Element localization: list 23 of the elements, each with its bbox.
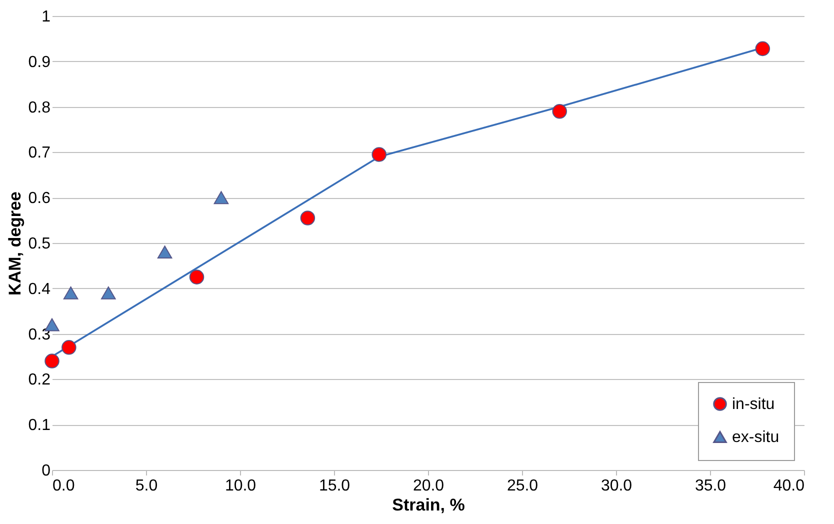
- x-tick-label: 40.0: [773, 478, 805, 494]
- y-axis-title: KAM, degree: [5, 192, 24, 296]
- legend-label: ex-situ: [732, 429, 780, 446]
- y-tick-label: 0.9: [28, 54, 51, 71]
- x-tick-label: 20.0: [412, 478, 444, 494]
- legend-label: in-situ: [732, 396, 775, 413]
- x-tick-label: 15.0: [318, 478, 350, 494]
- y-tick-label: 0: [42, 462, 51, 480]
- x-tick-label: 10.0: [224, 478, 256, 494]
- y-tick-label: 1: [42, 8, 51, 26]
- x-tick-label: 30.0: [600, 478, 632, 494]
- x-tick-label: 35.0: [694, 478, 726, 494]
- y-tick-label: 0.1: [28, 417, 51, 434]
- y-tick-label: 0.8: [28, 99, 51, 116]
- x-tick-label: 25.0: [506, 478, 538, 494]
- y-tick-label: 0.5: [28, 236, 51, 252]
- y-tick-label: 0.4: [28, 280, 51, 298]
- x-tick-label: 5.0: [135, 478, 158, 494]
- y-tick-label: 0.7: [28, 144, 51, 162]
- x-axis-title: Strain, %: [392, 496, 465, 514]
- x-tick-label: 0.0: [52, 478, 75, 494]
- y-tick-label: 0.6: [28, 190, 51, 208]
- y-tick-label: 0.2: [28, 372, 51, 389]
